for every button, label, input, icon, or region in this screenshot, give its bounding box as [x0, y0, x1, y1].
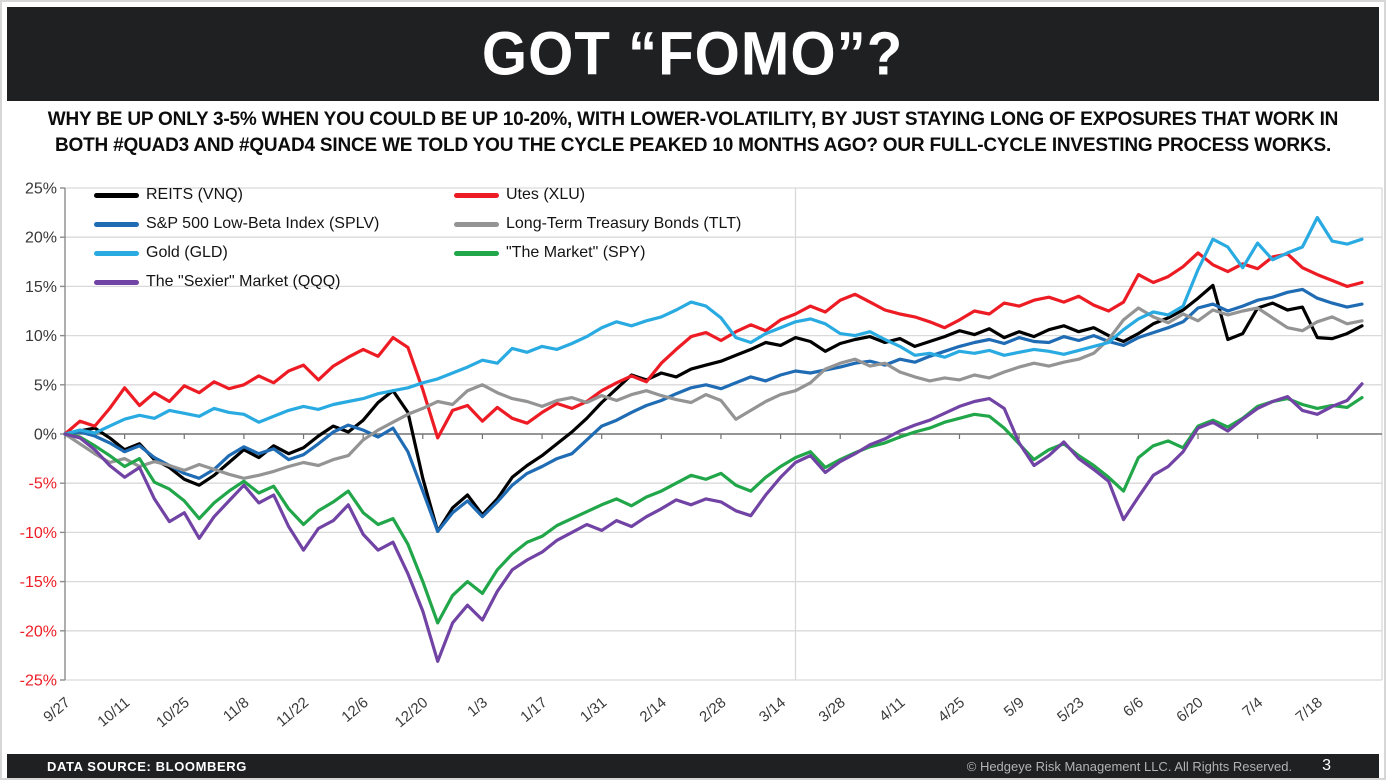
- legend-item: REITS (VNQ): [94, 186, 454, 204]
- y-axis-tick-label: 10%: [25, 328, 57, 345]
- legend-item: Utes (XLU): [454, 186, 741, 204]
- title-bar: GOT “FOMO”?: [7, 7, 1379, 101]
- legend-label: Gold (GLD): [146, 244, 228, 261]
- legend-item: Long-Term Treasury Bonds (TLT): [454, 215, 741, 233]
- x-axis-tick-label: 9/27: [40, 694, 73, 726]
- legend-item: "The Market" (SPY): [454, 244, 741, 262]
- series-line: [63, 382, 1364, 663]
- legend-label: The "Sexier" Market (QQQ): [146, 273, 341, 290]
- legend-swatch: [94, 192, 139, 198]
- x-axis-tick-label: 10/25: [153, 694, 193, 731]
- legend-label: "The Market" (SPY): [506, 244, 646, 261]
- legend-swatch: [454, 250, 499, 256]
- x-axis-tick-label: 1/3: [464, 694, 491, 720]
- x-axis-tick-label: 2/14: [637, 694, 670, 726]
- y-axis-tick-label: -5%: [29, 476, 57, 493]
- x-axis-tick-label: 4/25: [935, 694, 968, 726]
- series-line: [63, 283, 1364, 533]
- legend-swatch: [454, 221, 499, 227]
- footer-bar: DATA SOURCE: BLOOMBERG © Hedgeye Risk Ma…: [7, 754, 1379, 778]
- subtitle-line-1: WHY BE UP ONLY 3-5% WHEN YOU COULD BE UP…: [47, 109, 1339, 130]
- performance-line-chart: 25% 20% 15% 10% 5% 0% -5% -10% -15% -20% -25% 9/27 1…: [20, 181, 1383, 731]
- y-axis-tick-label: -20%: [20, 623, 57, 640]
- x-axis-tick-label: 4/11: [876, 694, 908, 725]
- x-axis-tick-label: 5/23: [1054, 694, 1087, 726]
- x-axis-tick-label: 11/8: [220, 694, 252, 725]
- x-axis-tick-label: 12/6: [338, 694, 371, 726]
- legend-label: S&P 500 Low-Beta Index (SPLV): [146, 215, 380, 232]
- copyright-text: © Hedgeye Risk Management LLC. All Right…: [966, 758, 1293, 774]
- x-axis-tick-label: 6/6: [1120, 694, 1147, 720]
- y-axis-tick-label: 20%: [25, 230, 57, 247]
- legend-label: Utes (XLU): [506, 186, 586, 203]
- legend-swatch: [94, 250, 139, 256]
- page-title: GOT “FOMO”?: [482, 19, 904, 89]
- legend-swatch: [94, 221, 139, 227]
- x-axis-tick-label: 1/17: [517, 694, 550, 726]
- series-line: [63, 396, 1364, 625]
- y-axis-tick-label: 0%: [34, 427, 57, 444]
- x-axis-tick-label: 10/11: [94, 694, 133, 730]
- page-number: 3: [1322, 757, 1331, 774]
- x-axis-tick-label: 3/28: [815, 694, 848, 726]
- x-axis-tick-label: 5/9: [1001, 694, 1028, 720]
- x-axis-tick-label: 2/28: [696, 694, 729, 726]
- y-axis-tick-label: 25%: [25, 181, 57, 198]
- series-line: [63, 251, 1364, 440]
- x-axis-tick-label: 12/20: [392, 694, 432, 731]
- x-axis-tick-label: 7/4: [1239, 694, 1266, 720]
- y-axis-tick-label: -10%: [20, 525, 57, 542]
- series-line: [63, 287, 1364, 533]
- x-axis-tick-label: 3/14: [756, 694, 789, 726]
- chart-legend: REITS (VNQ) Utes (XLU) S&P 500 Low-Beta In…: [94, 186, 741, 291]
- y-axis-tick-label: -15%: [20, 574, 57, 591]
- subtitle: WHY BE UP ONLY 3-5% WHEN YOU COULD BE UP…: [30, 107, 1356, 159]
- series-line: [63, 215, 1364, 436]
- x-axis-tick-label: 7/18: [1293, 694, 1326, 726]
- chart-area: 25% 20% 15% 10% 5% 0% -5% -10% -15% -20% -25% 9/27 1…: [2, 172, 1384, 758]
- legend-label: Long-Term Treasury Bonds (TLT): [506, 215, 742, 232]
- legend-item: S&P 500 Low-Beta Index (SPLV): [94, 215, 454, 233]
- legend-label: REITS (VNQ): [146, 186, 243, 203]
- x-axis-tick-label: 1/31: [577, 694, 610, 726]
- y-axis-tick-label: -25%: [20, 673, 57, 690]
- x-axis-tick-label: 6/20: [1173, 694, 1206, 726]
- subtitle-line-2: BOTH #QUAD3 AND #QUAD4 SINCE WE TOLD YOU…: [54, 135, 1332, 156]
- y-axis-tick-label: 15%: [25, 279, 57, 296]
- series-line: [63, 306, 1364, 480]
- x-axis-tick-label: 11/22: [273, 694, 312, 730]
- legend-swatch: [94, 279, 139, 285]
- y-axis-tick-label: 5%: [34, 377, 57, 394]
- data-source-label: DATA SOURCE: BLOOMBERG: [47, 758, 248, 774]
- legend-swatch: [454, 192, 499, 198]
- legend-item: The "Sexier" Market (QQQ): [94, 273, 454, 291]
- legend-item: Gold (GLD): [94, 244, 454, 262]
